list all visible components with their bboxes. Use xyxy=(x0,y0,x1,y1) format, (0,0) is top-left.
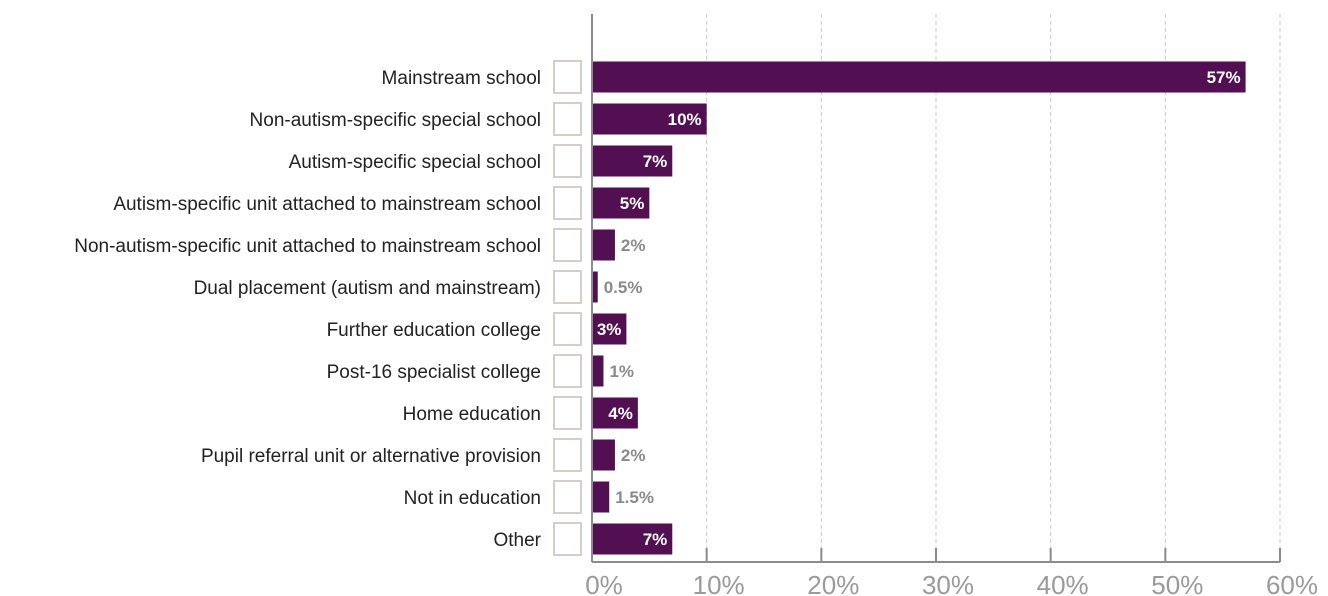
bar-value-label: 3% xyxy=(597,320,622,339)
bar-value-label: 5% xyxy=(620,194,645,213)
category-label: Pupil referral unit or alternative provi… xyxy=(201,446,541,467)
x-tick-label: 0% xyxy=(585,570,623,596)
category-marker-box xyxy=(554,103,581,135)
category-marker-box xyxy=(554,523,581,555)
x-tick-label: 40% xyxy=(1037,570,1089,596)
category-label: Home education xyxy=(403,404,541,425)
bar-value-label: 57% xyxy=(1207,68,1241,87)
x-tick-label: 20% xyxy=(807,570,859,596)
category-marker-box xyxy=(554,229,581,261)
category-label: Mainstream school xyxy=(382,68,541,89)
category-label: Other xyxy=(493,530,541,551)
category-marker-box xyxy=(554,145,581,177)
bar-value-label: 10% xyxy=(668,110,702,129)
bar-value-label: 2% xyxy=(621,446,646,465)
bar-value-label: 1.5% xyxy=(615,488,654,507)
category-label: Autism-specific unit attached to mainstr… xyxy=(113,194,541,215)
category-marker-box xyxy=(554,439,581,471)
bar-value-label: 2% xyxy=(621,236,646,255)
bar-value-label: 7% xyxy=(643,152,668,171)
category-marker-box xyxy=(554,355,581,387)
bar xyxy=(592,356,603,387)
bar-value-label: 0.5% xyxy=(604,278,643,297)
x-tick-label: 10% xyxy=(693,570,745,596)
bar xyxy=(592,230,615,261)
category-label: Further education college xyxy=(327,320,541,341)
category-marker-box xyxy=(554,397,581,429)
category-marker-box xyxy=(554,61,581,93)
category-label: Non-autism-specific special school xyxy=(250,110,541,131)
bar-value-label: 7% xyxy=(643,530,668,549)
category-marker-box xyxy=(554,187,581,219)
category-marker-box xyxy=(554,271,581,303)
x-tick-label: 60% xyxy=(1266,570,1318,596)
bar-value-label: 4% xyxy=(608,404,633,423)
bar xyxy=(592,62,1246,93)
category-marker-box xyxy=(554,481,581,513)
category-label: Non-autism-specific unit attached to mai… xyxy=(74,236,541,257)
bar xyxy=(592,440,615,471)
x-tick-label: 30% xyxy=(922,570,974,596)
category-label: Autism-specific special school xyxy=(289,152,541,173)
bar xyxy=(592,482,609,513)
bar-value-label: 1% xyxy=(609,362,634,381)
category-label: Dual placement (autism and mainstream) xyxy=(194,278,541,299)
category-label: Not in education xyxy=(404,488,541,509)
category-marker-box xyxy=(554,313,581,345)
x-tick-label: 50% xyxy=(1151,570,1203,596)
category-label: Post-16 specialist college xyxy=(327,362,541,383)
